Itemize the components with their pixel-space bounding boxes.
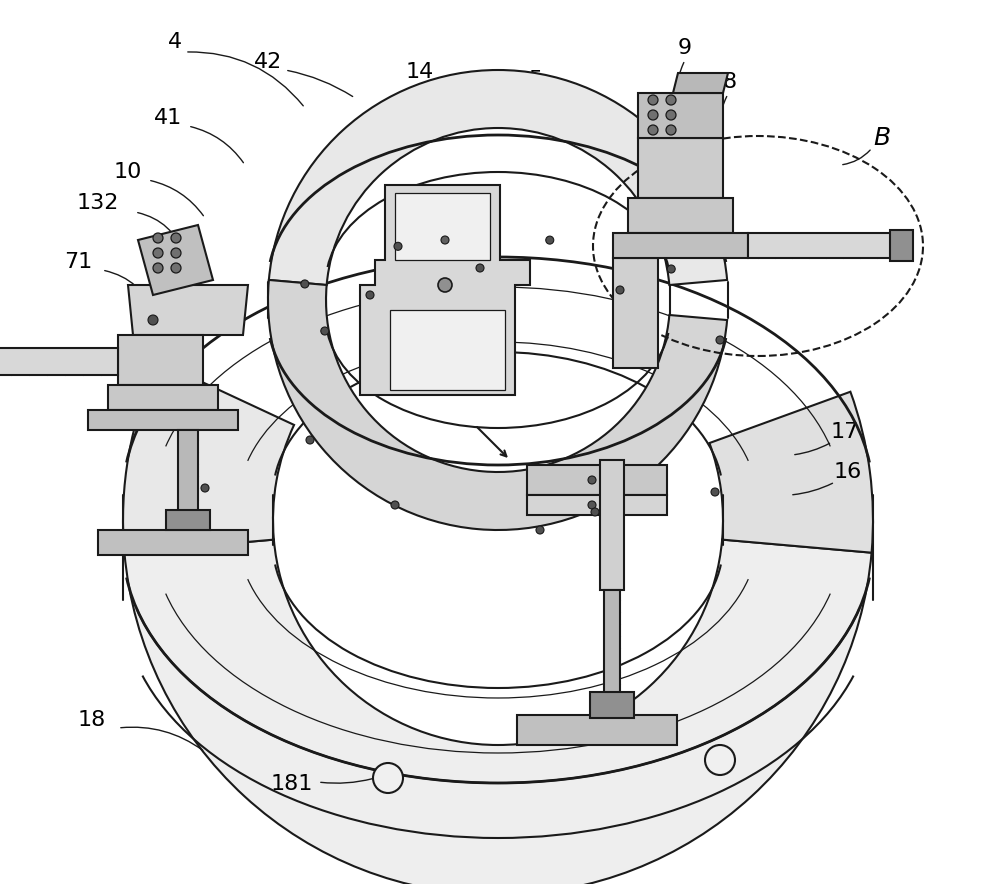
Polygon shape: [638, 138, 723, 198]
Circle shape: [366, 291, 374, 299]
Polygon shape: [108, 385, 218, 410]
Polygon shape: [360, 185, 530, 395]
Polygon shape: [673, 73, 728, 93]
Circle shape: [153, 233, 163, 243]
Circle shape: [705, 745, 735, 775]
Circle shape: [588, 501, 596, 509]
Circle shape: [373, 763, 403, 793]
Circle shape: [711, 488, 719, 496]
Polygon shape: [390, 310, 505, 390]
Polygon shape: [638, 93, 723, 138]
Circle shape: [648, 110, 658, 120]
Wedge shape: [123, 362, 294, 552]
Text: 4: 4: [168, 32, 182, 52]
Text: 17: 17: [831, 422, 859, 442]
Circle shape: [171, 233, 181, 243]
Circle shape: [148, 315, 158, 325]
Polygon shape: [590, 692, 634, 718]
Circle shape: [536, 526, 544, 534]
Circle shape: [153, 263, 163, 273]
Circle shape: [441, 236, 449, 244]
Polygon shape: [88, 410, 238, 430]
Circle shape: [616, 286, 624, 294]
Polygon shape: [517, 715, 677, 745]
Circle shape: [667, 265, 675, 273]
Polygon shape: [98, 530, 248, 555]
Polygon shape: [527, 465, 667, 495]
Circle shape: [171, 248, 181, 258]
Circle shape: [666, 95, 676, 105]
Text: 18: 18: [78, 710, 106, 730]
Circle shape: [153, 248, 163, 258]
Circle shape: [306, 436, 314, 444]
Circle shape: [394, 242, 402, 250]
Circle shape: [301, 280, 309, 288]
Polygon shape: [118, 335, 203, 385]
Text: 181: 181: [271, 774, 313, 794]
Polygon shape: [600, 460, 624, 590]
Polygon shape: [890, 230, 913, 261]
Circle shape: [438, 278, 452, 292]
Circle shape: [476, 264, 484, 272]
Text: 71: 71: [64, 252, 92, 272]
Wedge shape: [268, 280, 727, 530]
Text: 132: 132: [77, 193, 119, 213]
Circle shape: [588, 476, 596, 484]
Circle shape: [716, 336, 724, 344]
Text: 8: 8: [723, 72, 737, 92]
Text: 16: 16: [834, 462, 862, 482]
Circle shape: [171, 263, 181, 273]
Polygon shape: [527, 495, 667, 515]
Text: 9: 9: [678, 38, 692, 58]
Polygon shape: [613, 258, 658, 368]
Wedge shape: [124, 539, 872, 884]
Circle shape: [201, 484, 209, 492]
Circle shape: [391, 501, 399, 509]
Polygon shape: [748, 233, 898, 258]
Circle shape: [546, 236, 554, 244]
Polygon shape: [128, 285, 248, 335]
Text: 42: 42: [254, 52, 282, 72]
Circle shape: [648, 95, 658, 105]
Wedge shape: [709, 392, 873, 552]
Polygon shape: [613, 233, 748, 258]
Polygon shape: [166, 510, 210, 530]
Circle shape: [666, 125, 676, 135]
Text: 5: 5: [528, 70, 542, 90]
Wedge shape: [269, 70, 727, 285]
Circle shape: [666, 110, 676, 120]
Circle shape: [648, 125, 658, 135]
Polygon shape: [178, 430, 198, 515]
Text: 10: 10: [114, 162, 142, 182]
Polygon shape: [138, 225, 213, 295]
Text: B: B: [873, 126, 891, 150]
Circle shape: [321, 327, 329, 335]
Text: 41: 41: [154, 108, 182, 128]
Polygon shape: [628, 198, 733, 233]
Text: 14: 14: [406, 62, 434, 82]
Polygon shape: [604, 590, 620, 700]
Circle shape: [591, 508, 599, 516]
Polygon shape: [395, 193, 490, 260]
Polygon shape: [0, 348, 118, 375]
